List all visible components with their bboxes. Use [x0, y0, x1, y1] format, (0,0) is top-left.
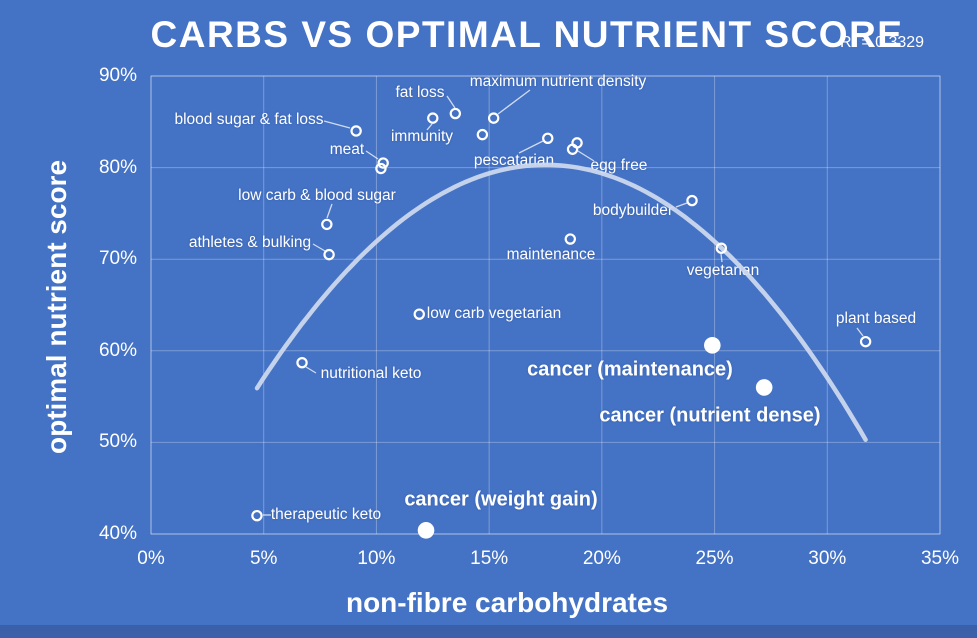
point-label: nutritional keto — [320, 365, 422, 382]
chart-title: CARBS VS OPTIMAL NUTRIENT SCORE — [150, 14, 904, 55]
data-point — [251, 509, 263, 522]
point-label: immunity — [390, 128, 454, 145]
x-tick-label: 25% — [695, 548, 734, 569]
label-leader-line — [720, 253, 723, 263]
label-leader-line — [305, 366, 317, 374]
data-point — [859, 335, 872, 348]
data-point-filled — [755, 379, 773, 396]
label-leader-line — [497, 89, 531, 115]
y-tick-label: 50% — [98, 431, 137, 453]
data-point — [571, 137, 583, 149]
x-tick-label: 35% — [920, 548, 960, 569]
x-tick-label: 15% — [470, 548, 509, 569]
point-label: meat — [329, 141, 365, 158]
data-point — [296, 357, 308, 369]
data-point — [377, 157, 389, 169]
data-point — [715, 242, 728, 254]
label-leader-line — [446, 95, 456, 109]
x-axis-title: non-fibre carbohydrates — [345, 587, 669, 618]
data-point — [323, 248, 335, 261]
bottom-band — [0, 625, 977, 638]
point-label: cancer (nutrient dense) — [599, 404, 821, 427]
data-point — [487, 112, 500, 124]
point-label: cancer (weight gain) — [404, 488, 598, 511]
data-point — [564, 233, 576, 245]
label-leader-line — [856, 327, 864, 337]
label-leader-line — [675, 202, 688, 208]
point-label: plant based — [835, 310, 917, 327]
point-label: low carb vegetarian — [426, 305, 562, 322]
label-leader-line — [426, 123, 433, 131]
y-tick-label: 90% — [98, 65, 137, 86]
point-label: therapeutic keto — [270, 506, 382, 523]
data-point-filled — [704, 337, 721, 354]
data-point — [476, 128, 489, 141]
data-point — [321, 218, 333, 231]
x-tick-label: 5% — [249, 548, 278, 569]
x-tick-label: 0% — [137, 548, 165, 569]
r-squared-label: R² = 0.3329 — [840, 34, 925, 51]
y-tick-label: 40% — [98, 523, 137, 544]
point-label: maximum nutrient density — [469, 73, 647, 90]
y-tick-label: 70% — [98, 248, 137, 270]
data-point — [350, 125, 362, 137]
label-leader-line — [518, 140, 544, 154]
point-label: blood sugar & fat loss — [174, 111, 324, 128]
label-leader-line — [323, 120, 351, 129]
point-label: cancer (maintenance) — [527, 358, 733, 381]
label-leader-line — [365, 150, 379, 160]
label-leader-line — [312, 243, 326, 252]
point-label: fat loss — [395, 84, 445, 101]
data-point — [542, 132, 554, 144]
data-point — [413, 308, 425, 320]
x-tick-label: 30% — [808, 548, 847, 569]
point-label: egg free — [590, 157, 648, 174]
point-label: athletes & bulking — [188, 234, 312, 251]
point-label: low carb & blood sugar — [238, 187, 396, 204]
trendline-curve — [254, 162, 868, 442]
data-point — [427, 112, 439, 124]
plot-border — [150, 75, 941, 535]
point-label: bodybuilder — [592, 202, 674, 219]
y-tick-label: 60% — [98, 339, 137, 361]
data-point — [686, 194, 698, 207]
x-tick-label: 20% — [582, 548, 621, 569]
point-label: maintenance — [506, 246, 596, 263]
label-leader-line — [577, 150, 595, 162]
data-point-filled — [417, 522, 435, 539]
label-leader-line — [326, 203, 333, 219]
data-point — [375, 162, 387, 175]
x-tick-label: 10% — [357, 548, 396, 569]
data-point — [449, 107, 462, 120]
y-tick-label: 80% — [98, 156, 137, 178]
